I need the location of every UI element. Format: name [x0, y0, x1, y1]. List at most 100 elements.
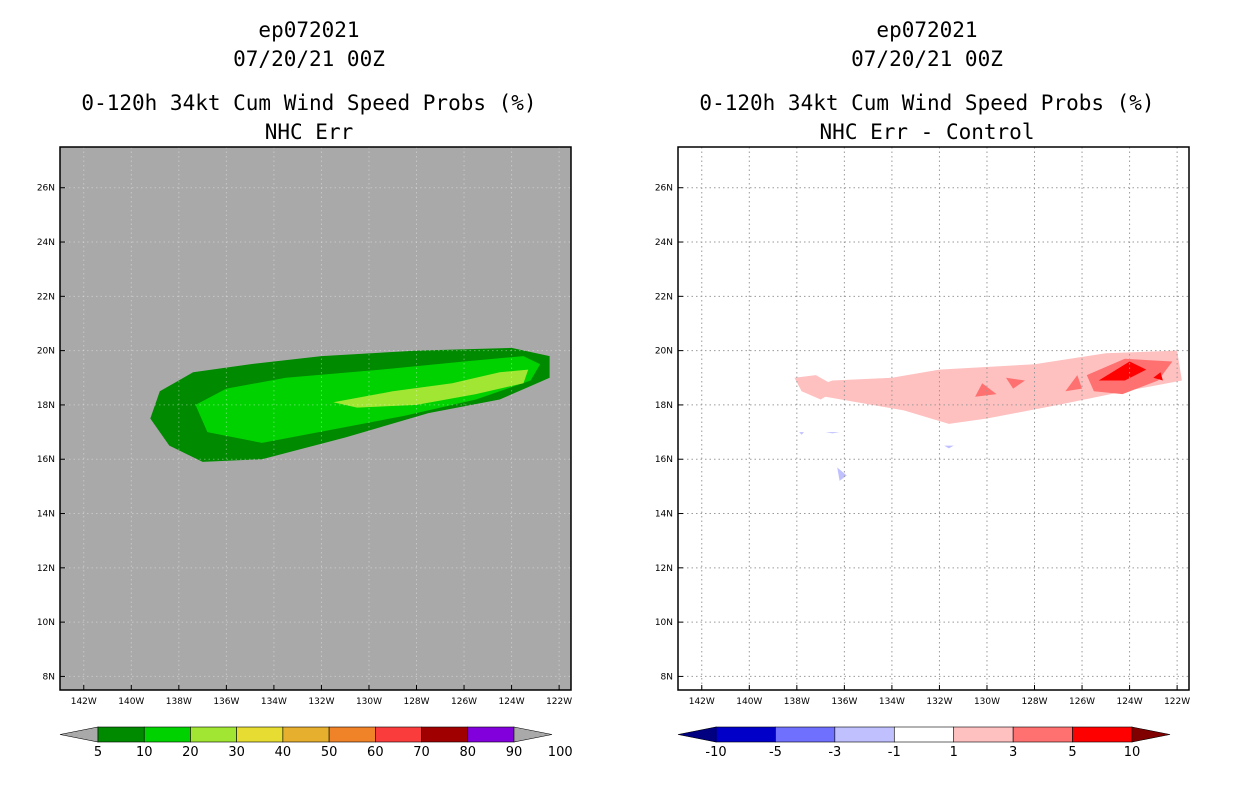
x-tick-label: 142W — [689, 697, 715, 707]
right-chart: 142W 140W 138W 136W 134W 132W 130W 128W 126W 124W… — [655, 146, 1190, 760]
storm-id-title: ep072021 — [876, 18, 978, 42]
y-tick-label: 10N — [37, 618, 55, 628]
x-tick-label: 126W — [1069, 697, 1095, 707]
x-tick-label: 132W — [926, 697, 952, 707]
colorbar-segment — [1072, 726, 1133, 743]
y-tick-label: 26N — [37, 184, 55, 194]
contour-fill-5 — [1098, 361, 1147, 381]
storm-id-title: ep072021 — [258, 18, 360, 42]
y-tick-label: 16N — [655, 455, 673, 465]
colorbar-label: 5 — [1068, 745, 1076, 760]
x-tick-label: 138W — [166, 697, 192, 707]
contour-fill-1 — [801, 350, 1182, 424]
left-chart: 142W 140W 138W 136W 134W 132W 130W 128W 126W 124W… — [37, 146, 573, 760]
colorbar-segment — [775, 726, 836, 743]
x-tick-label: 128W — [1021, 697, 1047, 707]
colorbar-segment — [421, 726, 469, 743]
colorbar-segment — [97, 726, 145, 743]
colorbar-label: -3 — [828, 745, 841, 760]
colorbar-label: -10 — [705, 745, 726, 760]
plot-frame — [677, 146, 1190, 691]
colorbar-segment — [1012, 726, 1073, 743]
y-tick-label: 22N — [37, 292, 55, 302]
y-tick-label: 10N — [655, 618, 673, 628]
colorbar-label: 20 — [182, 745, 199, 760]
y-tick-label: 12N — [655, 564, 673, 574]
colorbar-label: 3 — [1009, 745, 1017, 760]
x-tick-label: 140W — [118, 697, 144, 707]
contour-fill-1 — [794, 375, 840, 400]
colorbar-over-arrow — [513, 726, 553, 743]
x-tick-label: 122W — [1164, 697, 1190, 707]
y-tick-label: 24N — [37, 238, 55, 248]
date-title: 07/20/21 00Z — [851, 47, 1003, 71]
x-tick-label: 124W — [1117, 697, 1143, 707]
x-tick-label: 122W — [546, 697, 572, 707]
x-tick-label: 136W — [831, 697, 857, 707]
x-tick-label: 126W — [451, 697, 477, 707]
contour-fill-neg1 — [837, 467, 847, 481]
contour-fill-neg1 — [825, 432, 840, 434]
y-tick-label: 14N — [655, 510, 673, 520]
contour-fill-neg1 — [944, 445, 954, 449]
colorbar-label: 80 — [460, 745, 477, 760]
x-tick-label: 130W — [356, 697, 382, 707]
y-tick-label: 22N — [655, 292, 673, 302]
colorbar-label: 90 — [506, 745, 523, 760]
x-tick-label: 132W — [308, 697, 334, 707]
contour-fill-3 — [975, 383, 997, 397]
colorbar-label: 30 — [228, 745, 245, 760]
colorbar-under-arrow — [677, 726, 717, 743]
colorbar-segment — [143, 726, 191, 743]
x-tick-label: 134W — [261, 697, 287, 707]
y-tick-label: 12N — [37, 564, 55, 574]
plot-frame — [59, 146, 572, 691]
product-title: 0-120h 34kt Cum Wind Speed Probs (%) — [699, 91, 1155, 115]
y-tick-label: 8N — [661, 672, 673, 682]
subtitle: NHC Err - Control — [819, 120, 1035, 144]
colorbar-segment — [375, 726, 422, 743]
colorbar-label: 70 — [413, 745, 430, 760]
colorbar-label: 1 — [950, 745, 958, 760]
x-tick-label: 128W — [403, 697, 429, 707]
colorbar-segment — [190, 726, 237, 743]
colorbar-segment — [282, 726, 330, 743]
left-panel: ep072021 07/20/21 00Z 0-120h 34kt Cum Wi… — [37, 18, 573, 760]
contour-fill-3 — [1006, 377, 1025, 389]
x-tick-label: 130W — [974, 697, 1000, 707]
colorbar-label: 60 — [367, 745, 384, 760]
right-panel: ep072021 07/20/21 00Z 0-120h 34kt Cum Wi… — [618, 0, 1236, 800]
colorbar-label: 10 — [136, 745, 153, 760]
colorbar-segment — [236, 726, 284, 743]
colorbar-segment — [328, 726, 376, 743]
x-tick-label: 138W — [784, 697, 810, 707]
colorbar-segment — [715, 726, 776, 743]
colorbar-under-arrow — [59, 726, 99, 743]
x-tick-label: 134W — [879, 697, 905, 707]
colorbar-segment — [834, 726, 895, 743]
colorbar-label: 5 — [94, 745, 102, 760]
y-tick-label: 20N — [655, 347, 673, 357]
date-title: 07/20/21 00Z — [233, 47, 385, 71]
colorbar-segment — [467, 726, 515, 743]
y-tick-label: 24N — [655, 238, 673, 248]
contour-fill-5 — [1153, 372, 1163, 381]
subtitle: NHC Err — [264, 120, 354, 144]
y-tick-label: 20N — [37, 347, 55, 357]
colorbar-label: 50 — [321, 745, 338, 760]
product-title: 0-120h 34kt Cum Wind Speed Probs (%) — [81, 91, 537, 115]
contour-fill-neg1 — [799, 432, 804, 435]
colorbar-segment — [893, 726, 955, 743]
y-tick-label: 18N — [37, 401, 55, 411]
colorbar-label: 100 — [548, 745, 573, 760]
x-tick-label: 142W — [71, 697, 97, 707]
y-tick-label: 8N — [43, 672, 55, 682]
y-tick-label: 16N — [37, 455, 55, 465]
colorbar-segment — [953, 726, 1014, 743]
y-tick-label: 14N — [37, 510, 55, 520]
x-tick-label: 140W — [736, 697, 762, 707]
x-tick-label: 136W — [213, 697, 239, 707]
colorbar-label: 10 — [1124, 745, 1141, 760]
contour-fill-3 — [1065, 375, 1082, 392]
colorbar-label: -1 — [888, 745, 901, 760]
